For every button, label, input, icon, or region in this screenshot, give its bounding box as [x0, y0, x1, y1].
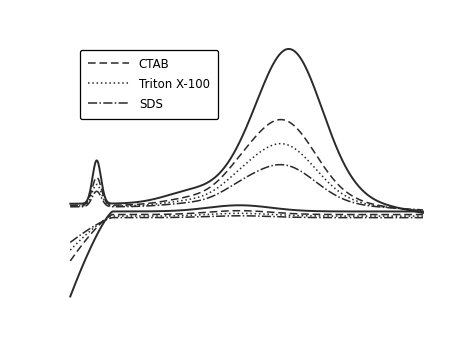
Legend: CTAB, Triton X-100, SDS: CTAB, Triton X-100, SDS: [80, 50, 218, 119]
